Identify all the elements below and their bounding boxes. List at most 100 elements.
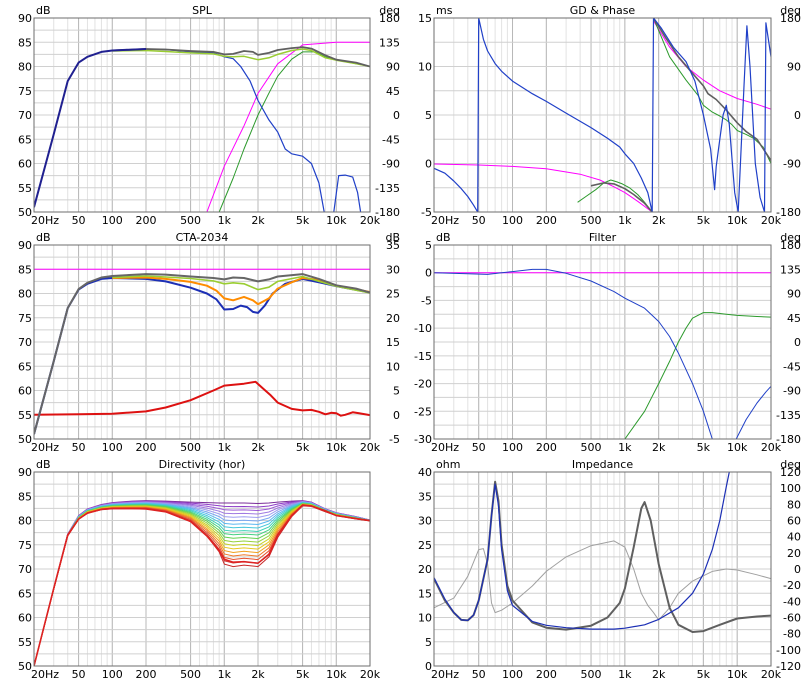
- y-tick-label: 30: [418, 515, 432, 528]
- y-tick-label: 10: [418, 612, 432, 625]
- y2-tick-label: 10: [386, 360, 400, 373]
- x-tick-label: 100: [502, 441, 523, 454]
- x-tick-label: 50: [472, 441, 486, 454]
- x-tick-label: 200: [536, 214, 557, 227]
- x-tick-label: 20Hz: [31, 214, 59, 227]
- y2-tick-label: 40: [787, 531, 801, 544]
- x-tick-label: 500: [581, 214, 602, 227]
- y2-tick-label: 180: [379, 12, 400, 25]
- y2-tick-label: 0: [393, 409, 400, 422]
- x-tick-label: 2k: [251, 214, 265, 227]
- y2-tick-label: 60: [787, 515, 801, 528]
- y2-tick-label: -5: [389, 433, 400, 446]
- x-tick-label: 20Hz: [431, 214, 459, 227]
- y2-tick-label: 0: [794, 336, 801, 349]
- x-tick-label: 20Hz: [31, 668, 59, 681]
- spl-right-unit: deg: [379, 4, 400, 17]
- x-tick-label: 200: [136, 441, 157, 454]
- y2-tick-label: -120: [776, 660, 801, 673]
- y2-tick-label: 0: [794, 563, 801, 576]
- directivity-series: [34, 500, 370, 666]
- y-tick-label: 40: [418, 466, 432, 479]
- x-tick-label: 20k: [360, 441, 381, 454]
- x-tick-label: 500: [180, 214, 201, 227]
- y2-tick-label: 30: [386, 263, 400, 276]
- y2-tick-label: -135: [375, 182, 400, 195]
- filter-title: Filter: [589, 231, 617, 244]
- y-tick-label: -20: [414, 378, 432, 391]
- y2-tick-label: -90: [783, 158, 801, 171]
- x-tick-label: 500: [581, 668, 602, 681]
- x-tick-label: 10k: [727, 214, 748, 227]
- filter-series: [434, 268, 771, 439]
- y-tick-label: 50: [18, 433, 32, 446]
- impedance-right-unit: deg: [780, 458, 801, 471]
- gd-series: [434, 18, 771, 212]
- x-tick-label: 5k: [697, 214, 711, 227]
- directivity-title: Directivity (hor): [159, 458, 246, 471]
- y-tick-label: 5: [425, 239, 432, 252]
- x-tick-label: 20Hz: [431, 441, 459, 454]
- spl-curve-0: [206, 41, 370, 212]
- y-tick-label: 10: [418, 61, 432, 74]
- cta-curve-3: [112, 276, 370, 306]
- cta-title: CTA-2034: [176, 231, 229, 244]
- y2-tick-label: 20: [386, 312, 400, 325]
- y-tick-label: 85: [18, 36, 32, 49]
- y-tick-label: 70: [18, 109, 32, 122]
- x-tick-label: 50: [72, 214, 86, 227]
- x-tick-label: 20Hz: [31, 441, 59, 454]
- y2-tick-label: -180: [776, 206, 801, 219]
- x-tick-label: 10k: [727, 668, 748, 681]
- directivity-highlight-curve: [34, 504, 370, 666]
- y2-tick-label: -180: [776, 433, 801, 446]
- y2-tick-label: 20: [787, 547, 801, 560]
- gd-curve-5: [652, 18, 771, 162]
- x-tick-label: 1k: [218, 441, 232, 454]
- x-tick-label: 20k: [761, 668, 782, 681]
- gd-curve-2: [577, 179, 653, 212]
- y-tick-label: 60: [18, 612, 32, 625]
- y2-tick-label: 0: [393, 109, 400, 122]
- x-tick-label: 5k: [697, 441, 711, 454]
- x-tick-label: 100: [502, 668, 523, 681]
- gd-title: GD & Phase: [570, 4, 636, 17]
- x-tick-label: 20k: [761, 441, 782, 454]
- y-tick-label: 15: [418, 12, 432, 25]
- y-tick-label: 75: [18, 539, 32, 552]
- y-tick-label: -30: [414, 433, 432, 446]
- gd-curve-0: [434, 163, 653, 212]
- y-tick-label: 0: [425, 660, 432, 673]
- y2-tick-label: -60: [783, 612, 801, 625]
- x-tick-label: 20Hz: [431, 668, 459, 681]
- x-tick-label: 100: [102, 441, 123, 454]
- spl-curve-5: [112, 46, 370, 68]
- y-tick-label: 80: [18, 61, 32, 74]
- impedance-left-unit: ohm: [436, 458, 460, 471]
- y-tick-label: 90: [18, 12, 32, 25]
- y2-tick-label: -80: [783, 628, 801, 641]
- filter-curve-1: [624, 312, 771, 439]
- y2-tick-label: 0: [794, 109, 801, 122]
- x-tick-label: 50: [472, 214, 486, 227]
- y2-tick-label: 90: [386, 61, 400, 74]
- cta-curve-5: [34, 273, 370, 435]
- x-tick-label: 200: [536, 668, 557, 681]
- x-tick-label: 2k: [251, 441, 265, 454]
- directivity-left-unit: dB: [36, 458, 51, 471]
- gd-curve-1: [653, 20, 771, 110]
- y2-tick-label: 45: [787, 312, 801, 325]
- y2-tick-label: -20: [783, 579, 801, 592]
- filter-left-unit: dB: [436, 231, 451, 244]
- x-tick-label: 200: [136, 214, 157, 227]
- gd-frame: [433, 17, 772, 213]
- y2-tick-label: 90: [787, 288, 801, 301]
- y2-tick-label: -90: [382, 158, 400, 171]
- x-tick-label: 2k: [652, 668, 666, 681]
- y-tick-label: -15: [414, 350, 432, 363]
